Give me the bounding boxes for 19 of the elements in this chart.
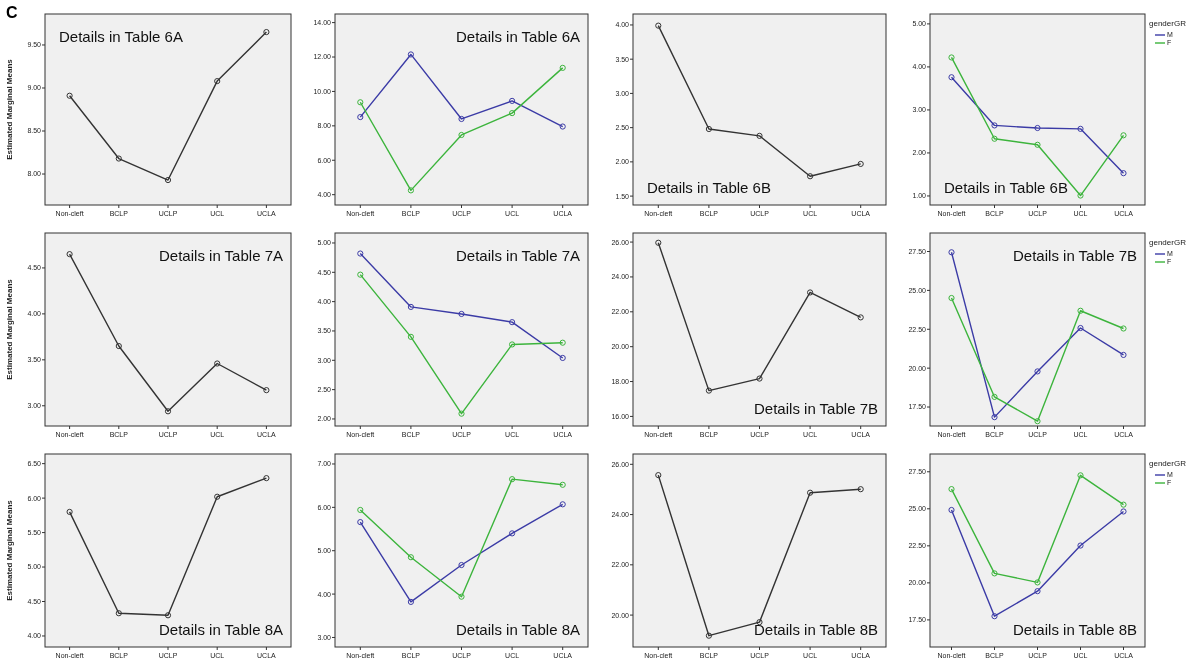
annotation: Details in Table 8A xyxy=(159,621,283,638)
annotation: Details in Table 7B xyxy=(1013,247,1137,264)
chart-title: C xyxy=(6,4,18,21)
annotation: Details in Table 6A xyxy=(59,28,183,45)
annotation: Details in Table 6B xyxy=(647,179,771,196)
annotation: Details in Table 6B xyxy=(944,179,1068,196)
legend-title: genderGR xyxy=(1149,238,1187,247)
annotation: Details in Table 6A xyxy=(456,28,580,45)
y-axis-title: Estimated Marginal Means xyxy=(5,499,14,601)
annotation: Details in Table 7B xyxy=(754,400,878,417)
annotation: Details in Table 7A xyxy=(456,247,580,264)
y-axis-title: Estimated Marginal Means xyxy=(5,58,14,160)
legend-title: genderGR xyxy=(1149,459,1187,468)
y-axis-title: Estimated Marginal Means xyxy=(5,278,14,380)
annotation: Details in Table 8B xyxy=(754,621,878,638)
annotation: Details in Table 8B xyxy=(1013,621,1137,638)
annotation: Details in Table 8A xyxy=(456,621,580,638)
legend-title: genderGR xyxy=(1149,19,1187,28)
annotation: Details in Table 7A xyxy=(159,247,283,264)
